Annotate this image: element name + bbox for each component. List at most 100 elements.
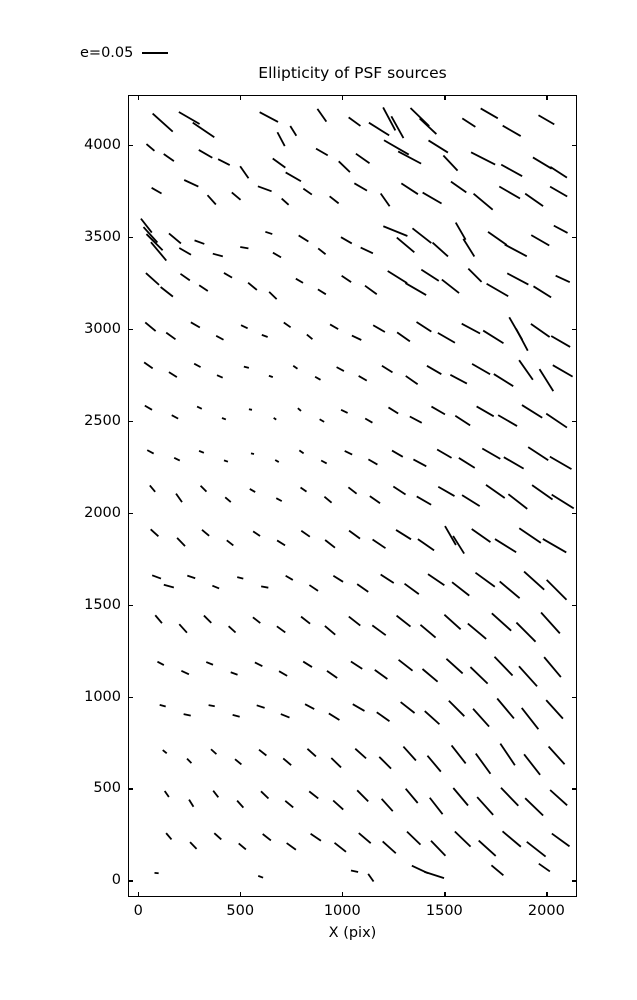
psf-whisker [504, 243, 528, 258]
psf-whisker [178, 623, 188, 634]
y-axis-tick-label: 1500 [84, 596, 121, 613]
psf-whisker [272, 157, 286, 169]
psf-whisker [411, 227, 432, 244]
y-axis-tick [128, 144, 133, 146]
psf-whisker [485, 484, 506, 499]
psf-whisker [530, 234, 550, 247]
psf-whisker [247, 281, 258, 291]
psf-whisker [419, 624, 437, 639]
psf-whisker [300, 486, 308, 493]
psf-whisker [452, 535, 465, 555]
psf-whisker [276, 625, 286, 634]
psf-whisker [280, 713, 290, 719]
psf-whisker [360, 246, 374, 255]
psf-whisker [256, 704, 265, 709]
psf-whisker [503, 456, 525, 470]
psf-whisker [157, 660, 165, 666]
psf-whisker [252, 530, 261, 537]
psf-whisker [538, 862, 551, 873]
psf-whisker [461, 322, 481, 335]
x-axis-tick-top [546, 95, 548, 100]
psf-whisker [409, 415, 423, 424]
psf-whisker [542, 538, 567, 554]
psf-whisker [272, 251, 282, 259]
psf-whisker [538, 114, 555, 126]
psf-whisker [261, 334, 268, 338]
psf-whisker [524, 192, 544, 207]
psf-whisker [356, 789, 369, 802]
psf-whisker [402, 745, 417, 762]
psf-whisker [506, 272, 529, 286]
psf-whisker [276, 131, 286, 147]
psf-whisker [150, 241, 167, 262]
psf-whisker [163, 583, 175, 589]
x-axis-tick [138, 892, 140, 897]
y-axis-tick-label: 2000 [84, 504, 121, 521]
psf-whisker [515, 328, 529, 352]
psf-whisker [426, 755, 442, 773]
legend-label: e=0.05 [80, 45, 134, 61]
psf-whisker [145, 143, 156, 152]
psf-whisker [239, 165, 250, 179]
psf-whisker [450, 744, 467, 765]
psf-whisker [252, 616, 261, 624]
psf-whisker [358, 832, 372, 844]
psf-whisker [523, 570, 545, 591]
psf-whisker [364, 417, 373, 424]
psf-whisker [206, 194, 217, 206]
psf-whisker [551, 493, 575, 510]
psf-whisker [372, 324, 386, 333]
psf-whisker [502, 124, 522, 137]
psf-whisker [163, 153, 175, 162]
psf-whisker [329, 195, 340, 205]
psf-whisker [445, 658, 464, 675]
psf-whisker [226, 539, 234, 547]
psf-whisker [421, 668, 439, 683]
psf-whisker [326, 670, 338, 679]
ellipticity-scale-bar-icon [142, 52, 169, 55]
psf-whisker [417, 538, 435, 552]
psf-whisker [404, 582, 420, 595]
psf-whisker [196, 405, 203, 410]
psf-whisker [518, 359, 534, 381]
psf-whisker [341, 275, 352, 283]
psf-whisker [486, 282, 509, 297]
psf-whisker [442, 154, 459, 172]
psf-whisker [189, 841, 198, 850]
psf-whisker [330, 757, 342, 769]
psf-whisker [461, 117, 476, 128]
y-axis-tick-right [572, 236, 577, 238]
psf-whisker [501, 830, 522, 848]
psf-whisker [261, 585, 269, 589]
psf-whisker [387, 270, 408, 284]
psf-whisker [400, 182, 419, 195]
psf-whisker [159, 704, 166, 708]
psf-whisker [478, 839, 497, 857]
psf-whisker [416, 495, 432, 506]
psf-whisker [469, 666, 489, 685]
psf-whisker [409, 107, 430, 127]
psf-whisker [549, 455, 572, 470]
psf-whisker [390, 115, 405, 139]
psf-whisker [254, 661, 263, 667]
psf-whisker [347, 486, 358, 495]
psf-whisker [422, 191, 443, 205]
psf-whisker [412, 458, 427, 468]
x-axis-label: X (pix) [328, 925, 377, 941]
psf-whisker [289, 125, 298, 137]
psf-whisker [379, 192, 391, 207]
psf-whisker [449, 374, 468, 385]
psf-whisker [285, 575, 294, 581]
psf-whisker [140, 218, 153, 234]
psf-whisker [499, 743, 516, 766]
psf-whisker [467, 622, 487, 640]
psf-whisker [180, 670, 190, 676]
psf-whisker [258, 749, 267, 757]
psf-whisker [352, 703, 365, 712]
psf-whisker [532, 156, 553, 170]
psf-whisker [372, 538, 387, 549]
psf-whisker [199, 485, 208, 493]
psf-whisker [183, 713, 191, 717]
psf-whisker [234, 758, 242, 766]
psf-whisker [396, 331, 411, 343]
